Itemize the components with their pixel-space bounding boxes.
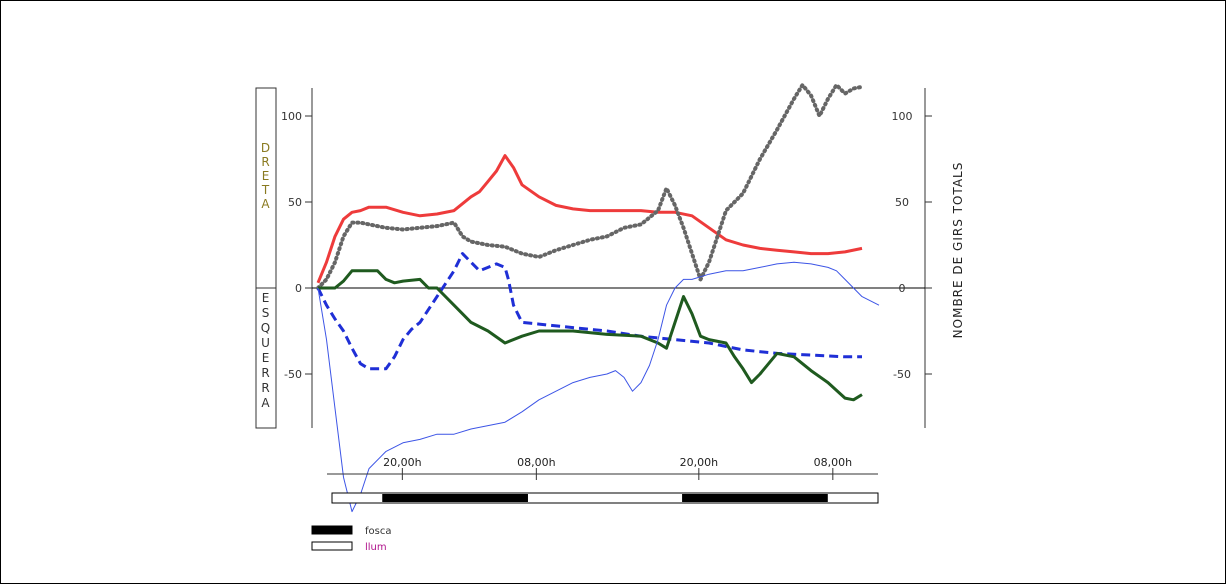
series-layer [316, 83, 880, 513]
time-ticks: 20,00h 08,00h 20,00h 08,00h [383, 456, 852, 480]
dark-period [682, 494, 828, 502]
side-letter: D [261, 141, 271, 155]
time-tick-label: 20,00h [383, 456, 421, 469]
right-tick-label: 0 [899, 282, 906, 295]
legend-label-fosca: fosca [365, 526, 391, 537]
series-blue-thin-line [317, 261, 880, 513]
left-ticks: 100 50 0 -50 [281, 110, 312, 381]
legend-swatch-llum [311, 541, 353, 551]
side-letter: E [262, 169, 271, 183]
series-grey-dotted-line [316, 83, 864, 290]
series-blue-dashed-line [316, 252, 862, 371]
side-letter: Q [261, 321, 271, 335]
left-tick-label: 0 [295, 282, 302, 295]
side-letter: A [261, 396, 270, 410]
time-tick-label: 20,00h [680, 456, 718, 469]
right-ticks: 100 50 0 -50 [892, 110, 932, 381]
right-tick-label: 50 [895, 196, 909, 209]
right-tick-label: -50 [893, 368, 911, 381]
esquerra-box [255, 287, 277, 429]
dark-period [382, 494, 528, 502]
right-tick-label: 100 [892, 110, 913, 123]
side-letter: E [262, 291, 271, 305]
right-axis-label: NOMBRE DE GIRS TOTALS [951, 162, 965, 339]
side-letter: R [261, 381, 270, 395]
series-red-line [316, 154, 863, 284]
cycle-segments [382, 494, 828, 502]
legend: fosca llum [311, 525, 391, 553]
legend-swatch-fosca [311, 525, 353, 535]
side-letter: U [261, 336, 271, 350]
side-letter: R [261, 366, 270, 380]
side-letter: E [262, 351, 271, 365]
left-tick-label: 50 [288, 196, 302, 209]
left-tick-label: -50 [284, 368, 302, 381]
side-letter: S [262, 306, 271, 320]
side-letter: A [261, 197, 270, 211]
side-letter: R [261, 155, 270, 169]
light-cycle-bar [331, 492, 879, 504]
series-green-line [318, 269, 863, 402]
time-tick-label: 08,00h [517, 456, 555, 469]
side-letter: T [261, 183, 270, 197]
left-tick-label: 100 [281, 110, 302, 123]
time-tick-label: 08,00h [814, 456, 852, 469]
legend-label-llum: llum [365, 542, 387, 553]
